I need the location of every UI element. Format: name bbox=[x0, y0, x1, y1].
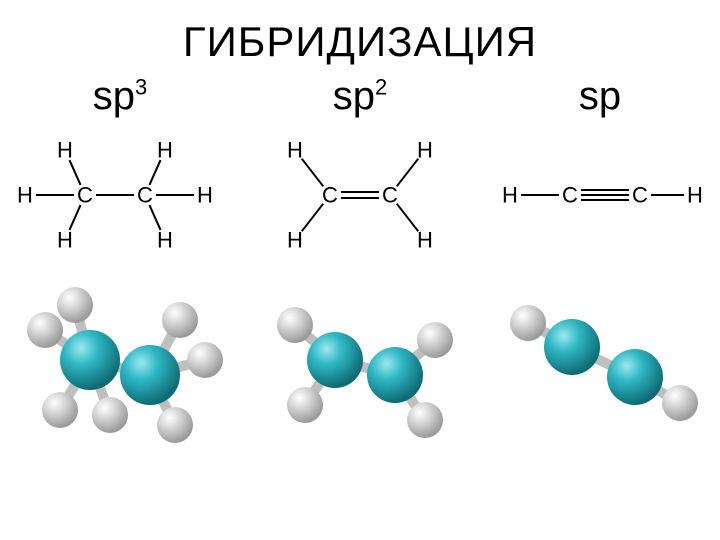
page-title: ГИБРИДИЗАЦИЯ bbox=[0, 0, 720, 66]
label-sp3-base: sp bbox=[93, 74, 135, 118]
svg-text:H: H bbox=[287, 228, 303, 253]
svg-text:C: C bbox=[562, 183, 578, 208]
columns-row: sp3 HHHCCHHH sp2 HHCCHH sp HCCH bbox=[0, 74, 720, 455]
col-sp3: sp3 HHHCCHHH bbox=[10, 74, 230, 455]
label-sp3: sp3 bbox=[10, 74, 230, 119]
col-sp: sp H C C H bbox=[490, 74, 710, 455]
svg-text:H: H bbox=[417, 138, 433, 163]
model-sp3 bbox=[10, 265, 230, 455]
struct-sp2: HHCCHH bbox=[250, 125, 470, 265]
svg-text:H: H bbox=[157, 138, 173, 163]
label-sp: sp bbox=[490, 74, 710, 119]
struct-sp: HCCH bbox=[490, 125, 710, 265]
svg-text:H: H bbox=[157, 228, 173, 253]
model-sp bbox=[490, 265, 710, 455]
svg-text:C: C bbox=[322, 183, 338, 208]
col-sp2: sp2 HHCCHH bbox=[250, 74, 470, 455]
svg-text:H: H bbox=[57, 138, 73, 163]
label-sp-base: sp bbox=[579, 74, 621, 118]
label-sp2-sup: 2 bbox=[375, 75, 387, 100]
struct-sp3: HHHCCHHH bbox=[10, 125, 230, 265]
model-sp2 bbox=[250, 265, 470, 455]
svg-text:H: H bbox=[417, 228, 433, 253]
svg-text:H: H bbox=[57, 228, 73, 253]
label-sp3-sup: 3 bbox=[135, 75, 147, 100]
svg-text:C: C bbox=[382, 183, 398, 208]
svg-text:C: C bbox=[77, 183, 93, 208]
svg-text:H: H bbox=[17, 183, 33, 208]
label-sp2: sp2 bbox=[250, 74, 470, 119]
svg-text:C: C bbox=[137, 183, 153, 208]
label-sp2-base: sp bbox=[333, 74, 375, 118]
svg-text:H: H bbox=[197, 183, 213, 208]
svg-text:H: H bbox=[502, 183, 518, 208]
svg-text:H: H bbox=[687, 183, 703, 208]
svg-text:H: H bbox=[287, 138, 303, 163]
svg-text:C: C bbox=[632, 183, 648, 208]
